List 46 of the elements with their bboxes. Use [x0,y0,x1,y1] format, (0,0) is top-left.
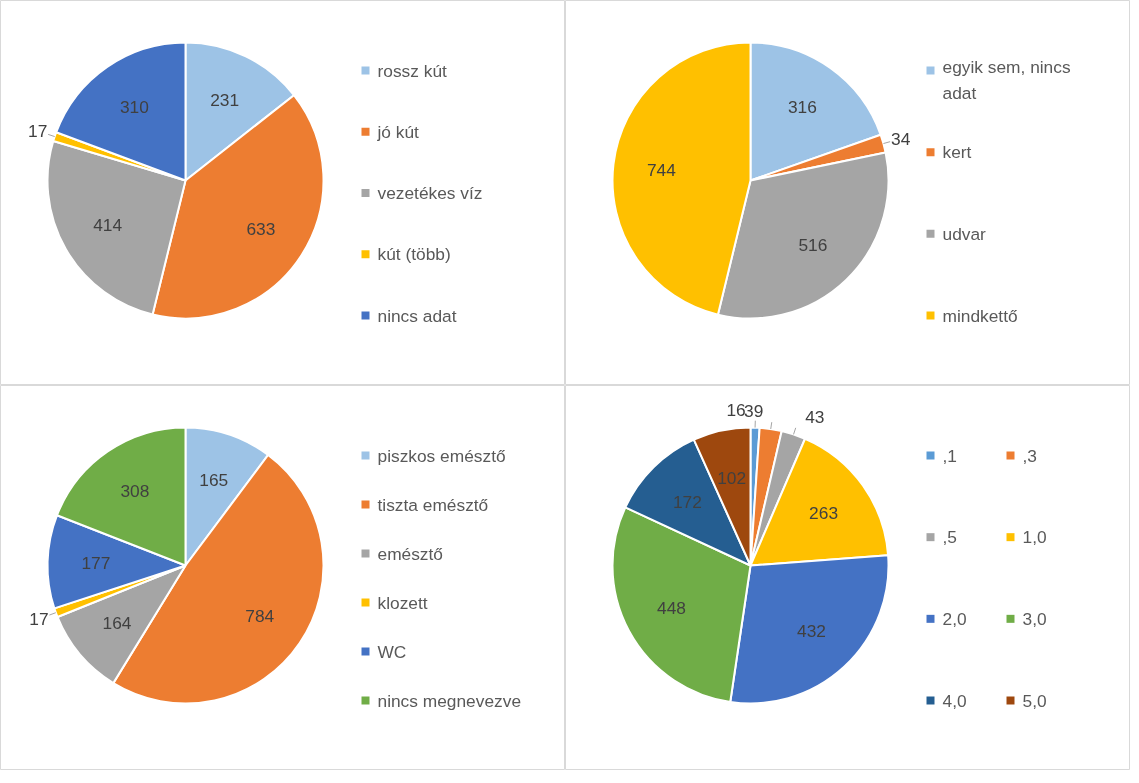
legend-label: kert [942,142,972,163]
legend-label: udvar [942,223,987,244]
data-label: 34 [891,128,911,149]
legend-label: piszkos emésztő [377,445,506,466]
legend-label: nincs adat [377,305,457,326]
legend-label: klozett [377,592,428,613]
data-label: 310 [119,96,149,117]
legend-label: vezetékes víz [377,183,483,203]
data-label: 432 [797,621,827,642]
legend-label: 3,0 [1022,608,1047,629]
legend-label: tiszta emésztő [377,494,489,515]
legend-label: ,1 [942,445,957,466]
data-label: 784 [245,605,275,626]
legend-label: ,3 [1022,445,1037,466]
data-label: 164 [102,613,132,634]
data-label: 448 [657,598,687,619]
data-label: 308 [120,481,150,502]
legend-label: 1,0 [1022,527,1047,548]
legend-label: 5,0 [1022,690,1047,711]
data-label: 17 [29,608,49,629]
data-label: 39 [744,401,764,422]
legend-label: 2,0 [942,608,967,629]
data-label: 516 [798,234,828,255]
data-label: 414 [93,215,123,236]
data-label: 177 [81,552,111,573]
legend-label: mindkettő [942,305,1018,326]
legend-label: rossz kút [377,60,448,81]
legend-label: ,5 [942,527,957,548]
data-label: 633 [246,219,276,240]
legend-label: emésztő [377,543,443,564]
legend-label: nincs megnevezve [377,690,522,711]
data-label: 316 [787,97,817,118]
data-label: 744 [646,159,677,180]
data-label: 17 [28,120,48,141]
legend-label: egyik sem, nincs adat [942,56,1071,103]
data-label: 43 [805,407,825,428]
data-label: 231 [210,89,240,110]
data-label: 102 [717,467,747,488]
legend-label: WC [377,641,407,662]
legend-label: kút (több) [377,244,451,265]
data-label: 165 [199,470,229,491]
data-label: 263 [809,503,839,524]
legend-label: jó kút [376,121,420,142]
legend-label: 4,0 [942,690,967,711]
data-label: 16 [726,399,746,420]
data-label: 172 [672,491,702,512]
